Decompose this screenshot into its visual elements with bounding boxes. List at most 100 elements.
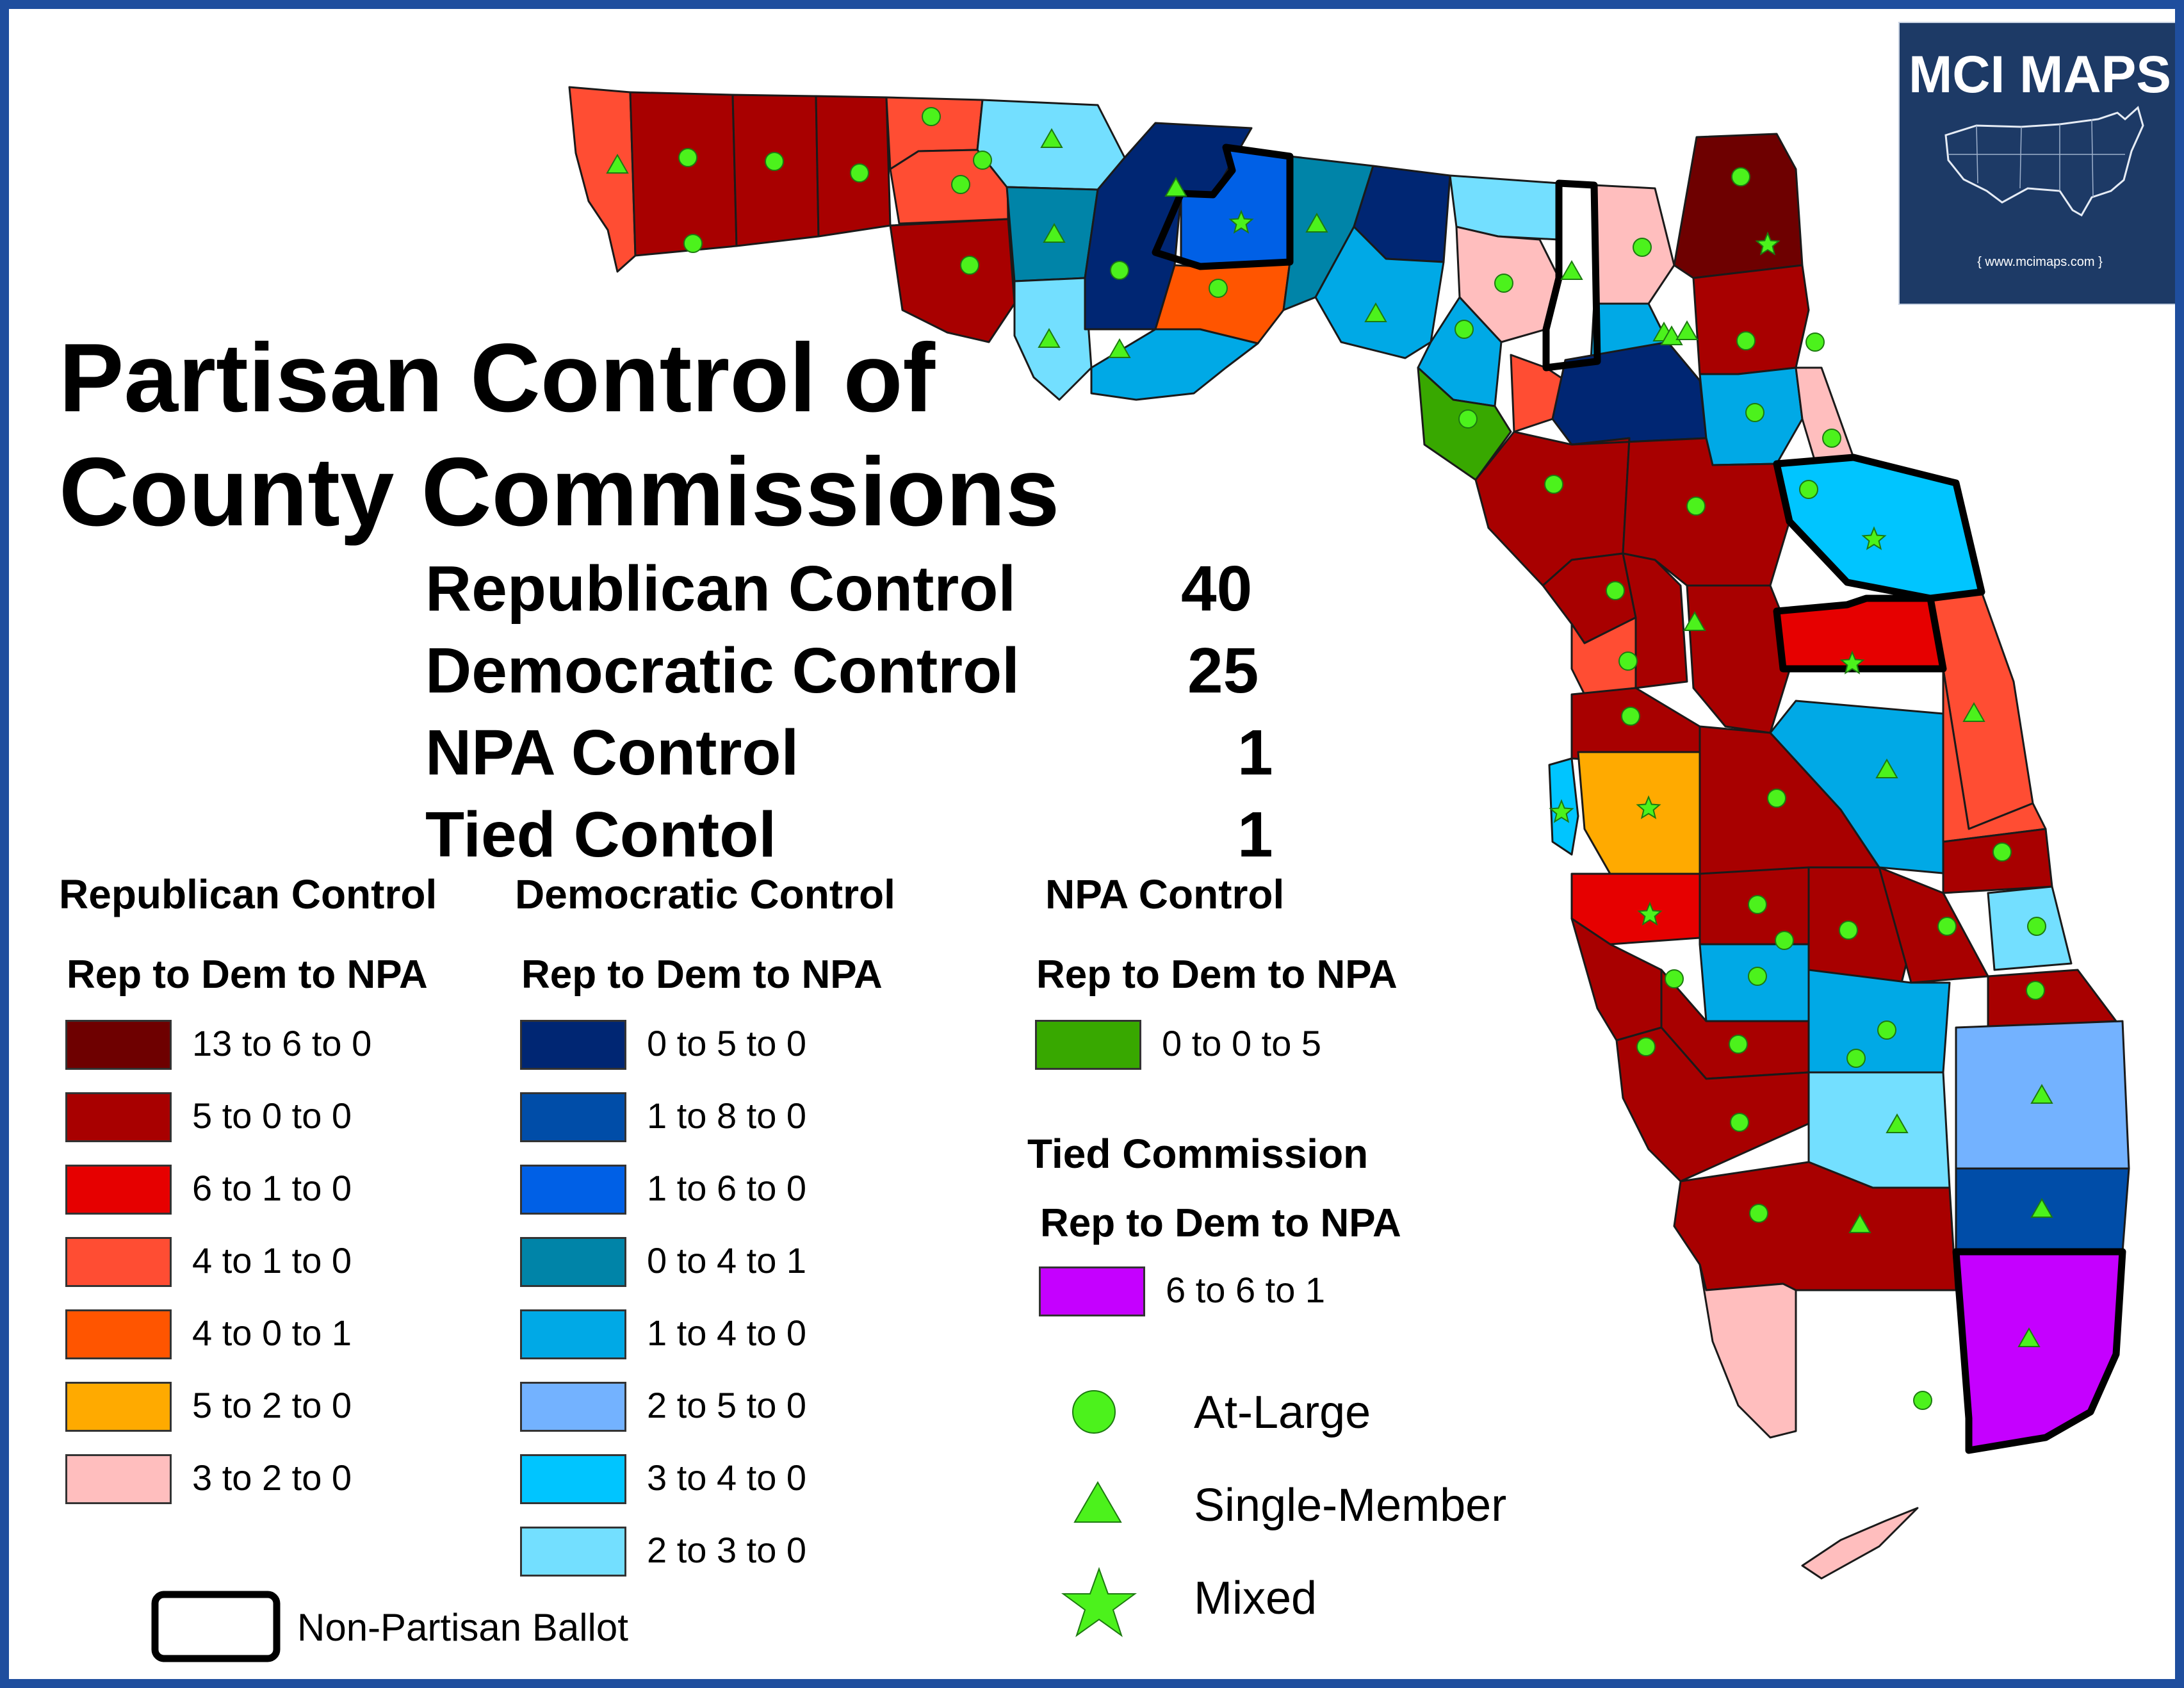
mixed-marker xyxy=(1637,901,1663,926)
outline-columbia xyxy=(1542,179,1601,372)
single-member-marker xyxy=(1683,610,1706,631)
county-brevard xyxy=(1942,668,2047,843)
at-large-marker xyxy=(1877,1020,1896,1040)
legend-label-republican-6: 3 to 2 to 0 xyxy=(192,1457,352,1498)
single-member-marker xyxy=(1038,327,1061,348)
legend-heading-tied: Tied Commission xyxy=(1027,1131,1369,1177)
at-large-marker xyxy=(678,148,697,167)
mixed-marker xyxy=(1861,526,1887,550)
single-member-marker xyxy=(1848,1213,1871,1233)
at-large-marker xyxy=(1839,921,1858,940)
at-large-marker xyxy=(1992,842,2012,862)
county-keys xyxy=(1801,1507,1919,1580)
summary-count-republican: 40 xyxy=(1181,553,1253,625)
legend-heading-npa: NPA Control xyxy=(1045,871,1285,917)
mixed-marker xyxy=(1755,231,1781,256)
single-member-marker xyxy=(606,153,629,174)
at-large-marker xyxy=(1745,403,1764,422)
at-large-marker xyxy=(1846,1049,1866,1068)
county-bay xyxy=(889,218,1016,343)
summary-count-tied: 1 xyxy=(1237,799,1273,871)
at-large-marker xyxy=(1665,969,1684,988)
non-partisan-ballot-outlines xyxy=(1152,143,2126,1454)
at-large-marker xyxy=(1913,1391,1932,1410)
legend-swatch-npa-0 xyxy=(1035,1020,1141,1070)
legend-label-democratic-2: 1 to 6 to 0 xyxy=(647,1168,807,1208)
county-monroe-mainland xyxy=(1699,1263,1797,1439)
legend-swatch-republican-0 xyxy=(65,1020,172,1070)
legend-label-democratic-3: 0 to 4 to 1 xyxy=(647,1240,807,1281)
at-large-marker xyxy=(1731,167,1750,186)
map-title-line1: Partisan Control of xyxy=(59,324,936,432)
at-large-marker xyxy=(1455,320,1474,339)
legend-symbol-label-single-member: Single-Member xyxy=(1194,1480,1507,1531)
county-manatee xyxy=(1570,873,1701,946)
at-large-marker xyxy=(1621,707,1640,726)
at-large-marker xyxy=(1767,789,1786,808)
summary-label-npa: NPA Control xyxy=(425,717,799,789)
single-member-marker xyxy=(2030,1197,2053,1218)
at-large-marker xyxy=(960,256,979,275)
legend-swatch-republican-6 xyxy=(65,1454,172,1504)
logo-url: { www.mcimaps.com } xyxy=(1977,255,2103,269)
legend-label-tied-0: 6 to 6 to 1 xyxy=(1166,1270,1326,1310)
county-martin xyxy=(1987,969,2117,1029)
mixed-marker xyxy=(1549,799,1574,823)
county-franklin xyxy=(1090,328,1259,401)
county-nassau xyxy=(1673,133,1804,279)
legend-label-republican-2: 6 to 1 to 0 xyxy=(192,1168,352,1208)
outline-seminole-volusia xyxy=(1773,594,1947,673)
at-large-marker xyxy=(1618,651,1638,671)
legend-label-republican-0: 13 to 6 to 0 xyxy=(192,1023,372,1063)
legend-label-democratic-5: 2 to 5 to 0 xyxy=(647,1385,807,1425)
legend-swatch-democratic-5 xyxy=(520,1382,626,1432)
county-election-markers xyxy=(606,107,2053,1410)
at-large-marker xyxy=(973,151,992,170)
at-large-marker xyxy=(1822,429,1841,448)
legend-heading-republican: Republican Control xyxy=(59,871,437,917)
single-member-marker xyxy=(1675,320,1699,340)
single-member-marker xyxy=(1560,259,1583,280)
single-member-marker xyxy=(2030,1083,2053,1104)
legend-swatch-republican-5 xyxy=(65,1382,172,1432)
single-member-marker xyxy=(1305,212,1328,233)
legend-swatch-democratic-3 xyxy=(520,1237,626,1287)
at-large-marker xyxy=(1494,274,1513,293)
at-large-marker xyxy=(1748,895,1767,914)
legend-heading-democratic: Democratic Control xyxy=(515,871,895,917)
florida-county-map xyxy=(151,86,2130,1662)
at-large-marker xyxy=(1775,931,1794,950)
at-large-marker xyxy=(1686,496,1706,516)
at-large-marker xyxy=(1606,581,1625,600)
single-member-marker xyxy=(1108,338,1131,358)
single-member-marker xyxy=(1043,222,1066,243)
single-member-marker xyxy=(1040,127,1063,148)
triangle-icon xyxy=(1073,1481,1122,1523)
mci-maps-logo: MCI MAPS { www.mcimaps.com } xyxy=(1898,22,2175,305)
at-large-marker xyxy=(1937,917,1957,936)
legend-label-non-partisan-ballot: Non-Partisan Ballot xyxy=(297,1606,628,1649)
at-large-marker xyxy=(850,163,869,183)
at-large-marker xyxy=(1633,238,1652,257)
outline-miami-dade xyxy=(1952,1248,2126,1454)
us-map-icon xyxy=(1944,106,2144,217)
at-large-marker xyxy=(1730,1113,1749,1132)
legend-swatch-democratic-4 xyxy=(520,1309,626,1359)
at-large-marker xyxy=(1209,279,1228,298)
legend-swatch-democratic-6 xyxy=(520,1454,626,1504)
county-hillsborough xyxy=(1577,751,1701,875)
legend-swatch-republican-3 xyxy=(65,1237,172,1287)
at-large-marker xyxy=(2026,981,2045,1000)
county-glades xyxy=(1807,969,1951,1074)
at-large-marker xyxy=(1749,1204,1768,1223)
legend-symbols xyxy=(1061,1390,1137,1637)
legend-label-republican-5: 5 to 2 to 0 xyxy=(192,1385,352,1425)
at-large-marker xyxy=(765,152,784,171)
mixed-marker xyxy=(1636,795,1661,819)
legend-label-npa-0: 0 to 0 to 5 xyxy=(1162,1023,1322,1063)
at-large-marker xyxy=(1729,1035,1748,1054)
county-santa-rosa xyxy=(629,91,738,257)
single-member-marker xyxy=(1886,1113,1909,1133)
county-shapes xyxy=(568,86,2130,1580)
summary-label-tied: Tied Contol xyxy=(425,799,777,871)
